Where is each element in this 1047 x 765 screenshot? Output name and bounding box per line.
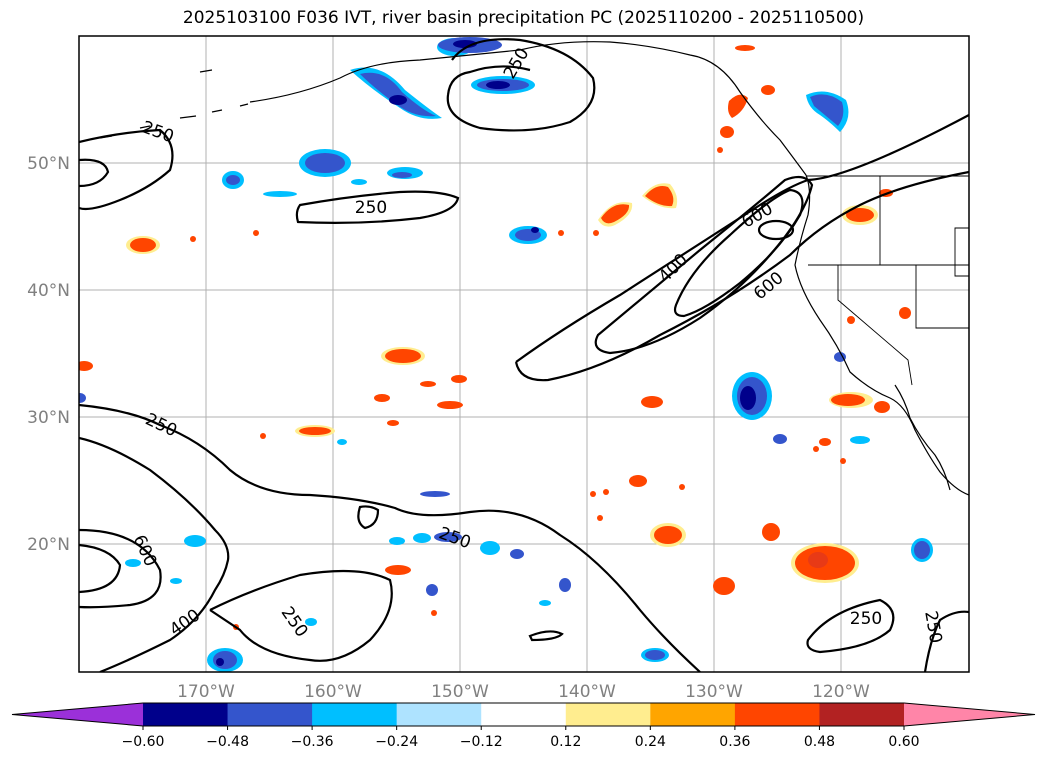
contour-250-mid-lat xyxy=(295,190,460,224)
state-borders xyxy=(808,176,969,386)
contour-600-ar xyxy=(673,188,804,318)
contour-250-se-corner xyxy=(923,610,969,672)
neg-patch-9 xyxy=(641,648,669,662)
pos-patch-2 xyxy=(381,347,425,365)
lon-tick-label: 130°W xyxy=(685,682,743,702)
neg-patch-alaska-2 xyxy=(350,67,442,119)
contour-250-southwest xyxy=(79,403,701,672)
contour-ar-inner xyxy=(757,219,795,241)
neg-patch-1 xyxy=(299,149,351,177)
neg-patch-14 xyxy=(79,393,438,626)
ivt-contours xyxy=(79,38,969,672)
colorbar-segment xyxy=(650,703,736,726)
neg-patch-6 xyxy=(732,372,772,420)
colorbar-tick-label: −0.48 xyxy=(206,734,249,750)
colorbar-tick-label: 0.48 xyxy=(804,734,835,750)
positive-anomaly-patches xyxy=(79,45,911,630)
colorbar-tick-label: −0.36 xyxy=(291,734,334,750)
negative-anomaly-patches xyxy=(79,37,933,672)
contour-250-se xyxy=(806,598,895,654)
pos-patch-14 xyxy=(190,147,855,630)
west-coast xyxy=(794,174,969,496)
colorbar-tick-label: −0.60 xyxy=(122,734,165,750)
alaska-coast xyxy=(249,41,807,176)
lat-tick-label: 20°N xyxy=(27,535,70,555)
contour-250-alaska-low xyxy=(446,38,596,132)
colorbar-tick-label: 0.12 xyxy=(550,734,581,750)
contour-label: 250 xyxy=(355,198,387,218)
colorbar-tick-label: −0.12 xyxy=(460,734,503,750)
pos-patch-9 xyxy=(650,523,686,547)
colorbar-tick-label: 0.24 xyxy=(635,734,666,750)
colorbar-tick-label: −0.24 xyxy=(375,734,418,750)
neg-patch-7 xyxy=(773,352,870,444)
pos-patch-1 xyxy=(126,236,160,254)
colorbar-segment xyxy=(396,703,482,726)
lon-tick-label: 160°W xyxy=(304,682,362,702)
lon-tick-labels: 170°W 160°W 150°W 140°W 130°W 120°W xyxy=(177,682,870,702)
contour-600-southwest xyxy=(79,543,122,594)
lat-tick-label: 50°N xyxy=(27,154,70,174)
contour-250-ar xyxy=(514,114,969,382)
pos-patch-8 xyxy=(791,543,859,583)
contour-400-southwest xyxy=(79,528,393,662)
lon-tick-label: 150°W xyxy=(431,682,489,702)
colorbar: −0.60 −0.48 −0.36 −0.24 −0.12 0.12 0.24 0.36 0.4… xyxy=(11,702,1036,750)
chart-title: 2025103100 F036 IVT, river basin precipi… xyxy=(182,8,865,28)
colorbar-segment xyxy=(312,703,398,726)
neg-patch-3 xyxy=(387,167,423,179)
contour-250-south-central xyxy=(357,505,380,530)
pos-patch-13 xyxy=(385,307,911,575)
pos-patch-10 xyxy=(641,396,780,595)
baja-coast xyxy=(894,384,951,491)
plot-border xyxy=(78,35,970,673)
colorbar-segment xyxy=(227,703,313,726)
colorbar-segment xyxy=(481,703,567,726)
neg-patch-4 xyxy=(263,179,367,197)
neg-patch-5 xyxy=(509,226,547,244)
neg-patch-2 xyxy=(222,171,244,189)
contour-250-west-inner xyxy=(79,158,110,188)
lon-tick-label: 170°W xyxy=(177,682,235,702)
lat-tick-label: 30°N xyxy=(27,408,70,428)
colorbar-segment xyxy=(565,703,651,726)
contour-label: 250 xyxy=(850,609,882,629)
colorbar-tick-label: 0.36 xyxy=(719,734,750,750)
lon-tick-label: 140°W xyxy=(558,682,616,702)
colorbar-segment xyxy=(143,703,229,726)
political-borders xyxy=(806,175,969,386)
lat-tick-labels: 50°N 40°N 30°N 20°N xyxy=(27,154,70,555)
neg-patch-13 xyxy=(125,535,405,584)
pos-patch-5 xyxy=(720,45,775,138)
neg-patch-bc xyxy=(806,91,849,132)
colorbar-segment xyxy=(734,703,820,726)
colorbar-tick-label: 0.60 xyxy=(888,734,919,750)
pos-patch-4 xyxy=(642,183,678,209)
neg-patch-alaska-3 xyxy=(471,76,535,94)
pos-patch-12 xyxy=(79,361,467,426)
lon-tick-label: 120°W xyxy=(812,682,870,702)
pos-patch-3 xyxy=(598,202,633,227)
lat-tick-label: 40°N xyxy=(27,281,70,301)
pos-patch-11 xyxy=(295,394,463,437)
contour-400-ar xyxy=(594,175,814,355)
neg-patch-11 xyxy=(413,491,462,543)
contour-small-1 xyxy=(528,630,564,642)
neg-patch-10 xyxy=(207,648,243,672)
aleutians xyxy=(99,69,249,139)
colorbar-extend-low xyxy=(12,703,143,726)
colorbar-extend-high xyxy=(904,703,1035,726)
contour-labels: 250 250 250 600 400 600 250 250 600 400 … xyxy=(129,44,946,644)
neg-patch-12 xyxy=(480,541,571,606)
pos-patch-7 xyxy=(829,392,890,413)
coastlines xyxy=(99,41,969,496)
colorbar-segment xyxy=(819,703,905,726)
contour-250-west xyxy=(79,128,174,211)
neg-patch-8 xyxy=(911,538,933,562)
